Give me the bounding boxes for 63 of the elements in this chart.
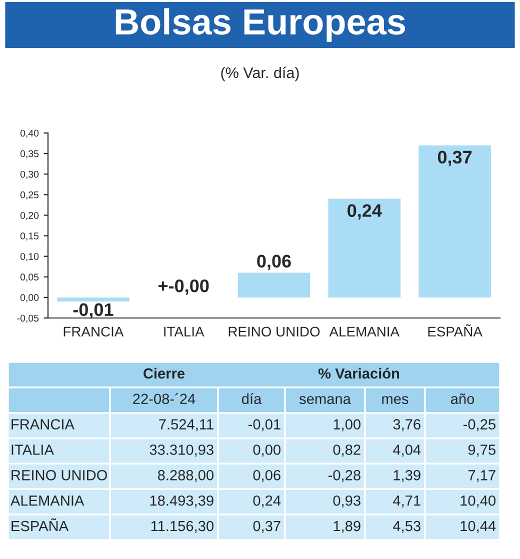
x-tick-label: ALEMANIA xyxy=(329,326,400,336)
text: -0,25 xyxy=(463,419,496,432)
text: % Variación xyxy=(318,368,400,379)
y-tick-label: -0,05 xyxy=(17,314,39,323)
y-tick-label: 0,10 xyxy=(20,253,39,262)
text: 11.156,30 xyxy=(151,520,214,533)
text: 1,39 xyxy=(394,470,420,482)
text: 8.288,00 xyxy=(158,470,214,482)
text: 4,53 xyxy=(393,520,420,533)
text: 3,76 xyxy=(393,419,420,432)
y-tick-label: 0,40 xyxy=(20,130,39,138)
data-label: 0,24 xyxy=(348,204,382,220)
text: mes xyxy=(382,396,408,404)
text: 9,75 xyxy=(468,444,496,457)
chart-subtitle: (% Var. día) xyxy=(221,66,299,82)
y-tick-label: 0,20 xyxy=(20,212,39,220)
text: 0,06 xyxy=(253,470,280,482)
chart-title: Bolsas Europeas xyxy=(116,8,406,42)
data-label: 0,06 xyxy=(257,254,291,270)
y-tick-label: 0,30 xyxy=(20,170,39,179)
text: 22-08-´24 xyxy=(133,393,196,404)
text: REINO UNIDO xyxy=(12,470,107,480)
text: ITALIA xyxy=(12,444,54,455)
x-tick-label: REINO UNIDO xyxy=(228,326,320,337)
text: año xyxy=(450,393,474,404)
data-label: 0,37 xyxy=(438,150,472,166)
y-tick-label: 0,25 xyxy=(20,191,39,200)
text: semana xyxy=(299,396,351,404)
text: 0,37 xyxy=(253,520,280,533)
text: ESPAÑA xyxy=(12,518,69,532)
text: 0,93 xyxy=(333,495,360,508)
bar xyxy=(418,145,491,298)
text: 1,00 xyxy=(334,419,360,432)
y-tick-label: 0,05 xyxy=(20,274,39,282)
text: 1,89 xyxy=(334,520,360,533)
text: ALEMANIA xyxy=(10,496,84,506)
y-tick-label: 0,15 xyxy=(20,232,39,241)
x-tick-label: ESPAÑA xyxy=(428,324,482,337)
text: 10,44 xyxy=(460,520,496,533)
x-tick-label: ITALIA xyxy=(164,326,204,336)
x-tick-label: FRANCIA xyxy=(64,326,124,337)
text: día xyxy=(242,393,262,404)
y-tick-label: 0,00 xyxy=(20,294,39,302)
text: -0,01 xyxy=(248,419,280,432)
text: 0,00 xyxy=(253,444,280,457)
text: 0,24 xyxy=(253,495,281,508)
text: 18.493,39 xyxy=(150,495,214,508)
text: 7,17 xyxy=(468,470,496,482)
data-label: +-0,00 xyxy=(158,279,209,295)
bar xyxy=(328,198,401,298)
text: 4,04 xyxy=(393,444,421,457)
text: FRANCIA xyxy=(12,419,74,430)
text: 4,71 xyxy=(393,496,420,508)
text: -0,28 xyxy=(328,470,360,482)
text: 7.524,11 xyxy=(159,419,214,432)
data-label: -0,01 xyxy=(73,303,114,319)
text: 33.310,93 xyxy=(150,444,214,457)
bar xyxy=(238,272,310,298)
text: Cierre xyxy=(144,368,185,379)
text: 0,82 xyxy=(333,444,360,457)
y-tick-label: 0,35 xyxy=(20,150,39,158)
bar xyxy=(57,297,130,302)
text: 10,40 xyxy=(460,495,496,508)
